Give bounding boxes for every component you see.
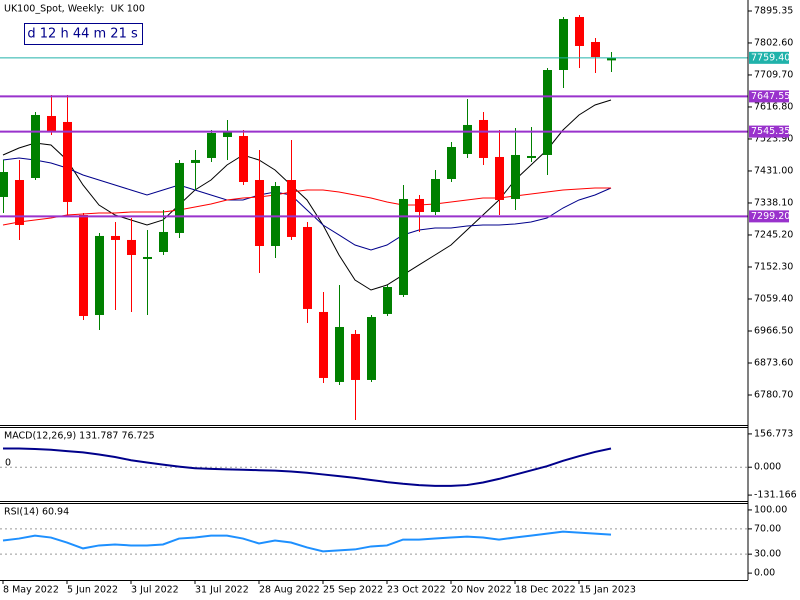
y-tick-label: 100.00: [754, 504, 787, 515]
y-tick-label: 7152.30: [754, 261, 793, 272]
line-series: [2, 530, 612, 553]
y-tick-label: 0.000: [754, 462, 781, 473]
y-tick-label: 6966.50: [754, 325, 793, 336]
candle-body: [367, 317, 376, 380]
indicator-panels: 0: [0, 447, 748, 555]
y-tick-label: 6780.70: [754, 389, 793, 400]
y-tick-label: 0.00: [754, 568, 775, 579]
price-label-box: [749, 51, 789, 64]
y-tick-label: 7431.00: [754, 165, 793, 176]
level-label: 0: [5, 458, 11, 469]
x-tick-label: 5 Jun 2022: [67, 585, 118, 596]
y-tick-label: 7709.70: [754, 69, 793, 80]
candle-body: [191, 159, 200, 163]
line-series: [2, 187, 611, 226]
y-tick-label: 7245.20: [754, 229, 793, 240]
x-tick-label: 28 Aug 2022: [259, 585, 320, 596]
price-label: 7759.40: [751, 52, 790, 63]
countdown-box: [24, 23, 143, 45]
y-tick-label: 7616.80: [754, 101, 793, 112]
candle-body: [207, 133, 216, 158]
candle-body: [527, 155, 536, 158]
candle-body: [111, 235, 120, 240]
y-tick-label: 6873.60: [754, 357, 793, 368]
candle-body: [543, 70, 552, 155]
candle-body: [287, 179, 296, 237]
candle-body: [159, 231, 168, 252]
y-tick-label: 30.00: [754, 549, 781, 560]
level-label-box: [749, 125, 789, 138]
candle-body: [607, 57, 616, 61]
level-label: 7299.20: [751, 211, 790, 222]
y-tick-label: 156.773: [754, 428, 793, 439]
x-tick-label: 15 Jan 2023: [579, 585, 636, 596]
x-tick-label: 20 Nov 2022: [451, 585, 512, 596]
y-tick-label: 7895.35: [754, 6, 793, 17]
candle-body: [383, 286, 392, 314]
macd-title: MACD(12,26,9) 131.787 76.725: [4, 431, 155, 442]
candle-body: [575, 16, 584, 46]
candle-body: [335, 326, 344, 382]
y-tick-label: 7523.90: [754, 133, 793, 144]
candle-body: [319, 311, 328, 378]
x-tick-label: 31 Jul 2022: [195, 585, 249, 596]
line-series: [3, 447, 612, 487]
candle-body: [415, 198, 424, 213]
y-tick-label: -131.166: [754, 490, 797, 501]
x-tick-label: 3 Jul 2022: [131, 585, 179, 596]
candle-body: [0, 172, 8, 197]
candle-body: [255, 179, 264, 247]
candle-body: [447, 146, 456, 179]
candle-body: [559, 19, 568, 71]
candle-body: [239, 136, 248, 182]
candle-body: [591, 41, 600, 58]
main-plot: [0, 14, 748, 420]
candle-body: [463, 124, 472, 154]
x-tick-label: 8 May 2022: [3, 585, 59, 596]
y-tick-label: 7059.40: [754, 293, 793, 304]
candle-body: [479, 119, 488, 158]
y-tick-label: 7338.10: [754, 197, 793, 208]
level-label: 7545.35: [751, 126, 790, 137]
y-tick-label: 70.00: [754, 523, 781, 534]
candle-body: [143, 256, 152, 259]
x-tick-label: 18 Dec 2022: [515, 585, 576, 596]
rsi-title: RSI(14) 60.94: [4, 507, 69, 518]
chart-title: UK100_Spot, Weekly: UK 100: [4, 4, 145, 15]
candle-body: [175, 162, 184, 233]
candle-body: [511, 154, 520, 199]
candle-body: [495, 156, 504, 200]
candle-body: [351, 333, 360, 380]
level-label-box: [749, 90, 789, 103]
candle-body: [47, 115, 56, 132]
countdown: 5 d 12 h 44 m 21 s: [15, 27, 138, 42]
line-series: [2, 157, 612, 251]
candle-body: [223, 132, 232, 138]
candle-body: [95, 235, 104, 316]
candle-body: [303, 226, 312, 309]
x-tick-label: 25 Sep 2022: [323, 585, 383, 596]
candle-body: [431, 178, 440, 213]
candle-body: [63, 121, 72, 202]
candle-body: [399, 198, 408, 295]
candle-body: [15, 179, 24, 225]
candle-body: [31, 114, 40, 178]
level-label: 7647.55: [751, 91, 790, 102]
line-series: [2, 99, 612, 291]
y-tick-label: 7802.60: [754, 37, 793, 48]
x-tick-label: 23 Oct 2022: [387, 585, 446, 596]
candle-body: [127, 239, 136, 255]
candle-body: [79, 214, 88, 317]
level-label-box: [749, 210, 789, 223]
